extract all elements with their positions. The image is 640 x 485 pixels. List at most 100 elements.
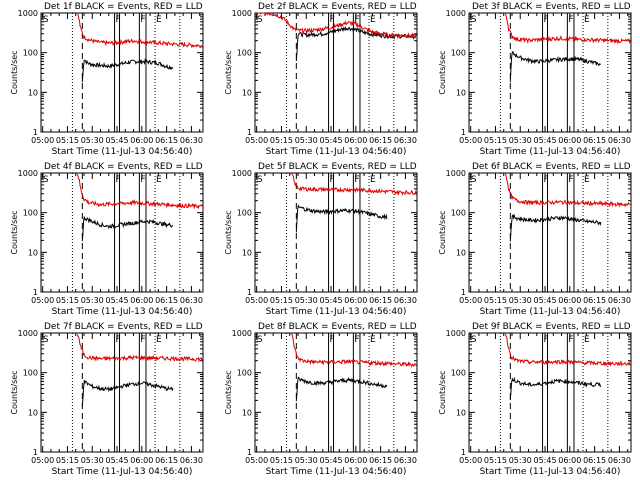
x-axis-label: Start Time (11-Jul-13 04:56:40) <box>480 147 621 157</box>
x-tick-label: 06:30 <box>394 136 417 145</box>
y-tick-label: 100 <box>451 369 466 378</box>
y-tick-label: 100 <box>237 209 252 218</box>
y-axis-label: Counts/sec <box>438 210 447 254</box>
y-tick-label: 1000 <box>232 169 252 178</box>
x-tick-label: 06:30 <box>394 456 417 465</box>
panel-det-6: Det 6f BLACK = Events, RED = LLD11010010… <box>438 162 631 317</box>
y-axis-label: Counts/sec <box>10 210 19 254</box>
x-tick-label: 06:15 <box>583 136 606 145</box>
series-line-lld <box>257 13 417 38</box>
x-tick-label: 05:30 <box>509 456 532 465</box>
x-tick-label: 06:00 <box>558 296 581 305</box>
marker-letter: F <box>544 15 549 25</box>
marker-letter: F <box>568 335 573 345</box>
x-tick-label: 06:00 <box>344 136 367 145</box>
marker-letter: F <box>140 175 145 185</box>
y-tick-label: 1000 <box>18 169 38 178</box>
y-tick-label: 100 <box>237 49 252 58</box>
marker-letter: F <box>544 335 549 345</box>
x-tick-label: 06:15 <box>155 296 178 305</box>
series-line-events <box>510 52 601 82</box>
x-tick-label: 05:30 <box>81 136 104 145</box>
x-tick-label: 05:00 <box>245 136 268 145</box>
y-tick-label: 100 <box>451 209 466 218</box>
marker-letter: F <box>354 175 359 185</box>
marker-letter: S <box>471 335 477 345</box>
panel-det-3: Det 3f BLACK = Events, RED = LLD11010010… <box>438 2 631 157</box>
marker-letter: S <box>43 15 49 25</box>
x-tick-label: 05:45 <box>106 456 129 465</box>
panel-title: Det 7f BLACK = Events, RED = LLD <box>44 322 203 332</box>
y-axis-label: Counts/sec <box>10 50 19 94</box>
series-line-events <box>82 60 173 82</box>
x-axis-label: Start Time (11-Jul-13 04:56:40) <box>266 147 407 157</box>
x-tick-label: 05:15 <box>270 296 293 305</box>
panel-det-9: Det 9f BLACK = Events, RED = LLD 1 10 100 10… <box>438 322 631 477</box>
x-tick-label: 05:45 <box>320 136 343 145</box>
marker-letter: S <box>257 335 263 345</box>
x-tick-label: 05:30 <box>509 296 532 305</box>
x-tick-label: 05:15 <box>56 136 79 145</box>
x-tick-label: 06:00 <box>344 296 367 305</box>
y-tick-label: 100 <box>23 209 38 218</box>
x-tick-label: 05:00 <box>459 296 482 305</box>
x-tick-label: 05:45 <box>534 296 557 305</box>
x-tick-label: 05:30 <box>295 296 318 305</box>
x-tick-label: 05:00 <box>245 456 268 465</box>
x-tick-label: 05:15 <box>56 296 79 305</box>
axes-frame <box>41 333 203 452</box>
y-axis-label: Counts/sec <box>438 50 447 94</box>
x-tick-label: 05:15 <box>484 456 507 465</box>
marker-letter: S <box>257 175 263 185</box>
x-tick-label: 05:30 <box>81 456 104 465</box>
y-tick-label: 1000 <box>446 9 466 18</box>
x-tick-label: 05:15 <box>56 456 79 465</box>
x-tick-label: 06:15 <box>583 456 606 465</box>
x-axis-label: Start Time (11-Jul-13 04:56:40) <box>52 147 193 157</box>
axes-frame <box>255 333 417 452</box>
y-tick-label: 100 <box>451 49 466 58</box>
x-tick-label: 05:00 <box>459 136 482 145</box>
marker-letter: F <box>330 335 335 345</box>
axes-frame <box>41 13 203 132</box>
x-tick-label: 06:30 <box>608 456 631 465</box>
marker-letter: E <box>370 175 376 185</box>
x-tick-label: 05:00 <box>31 296 54 305</box>
x-tick-label: 06:15 <box>369 296 392 305</box>
axes-frame <box>41 173 203 292</box>
detector-lightcurve-grid: Det 1f BLACK = Events, RED = LLD 1 10 100 10… <box>0 0 640 480</box>
y-axis-label: Counts/sec <box>10 370 19 414</box>
y-tick-label: 10 <box>28 88 38 97</box>
panel-title: Det 9f BLACK = Events, RED = LLD <box>472 322 631 332</box>
x-tick-label: 06:00 <box>558 136 581 145</box>
series-line-events <box>296 377 387 401</box>
x-tick-label: 05:15 <box>270 456 293 465</box>
series-line-events <box>510 215 601 242</box>
marker-letter: F <box>330 175 335 185</box>
marker-letter: E <box>584 335 590 345</box>
marker-letter: F <box>568 15 573 25</box>
y-tick-label: 10 <box>456 408 466 417</box>
y-tick-label: 10 <box>28 248 38 257</box>
x-tick-label: 05:00 <box>245 296 268 305</box>
series-line-events <box>82 380 173 406</box>
x-tick-label: 06:30 <box>180 136 203 145</box>
series-line-events <box>82 217 173 242</box>
marker-letter: S <box>471 175 477 185</box>
x-tick-label: 05:45 <box>320 456 343 465</box>
y-axis-label: Counts/sec <box>224 210 233 254</box>
panel-title: Det 6f BLACK = Events, RED = LLD <box>472 162 631 172</box>
marker-letter: E <box>156 15 162 25</box>
x-axis-label: Start Time (11-Jul-13 04:56:40) <box>266 467 407 477</box>
axes-frame <box>469 173 631 292</box>
x-tick-label: 06:15 <box>369 136 392 145</box>
marker-letter: S <box>43 175 49 185</box>
y-tick-label: 1000 <box>232 329 252 338</box>
series-line-events <box>510 379 601 401</box>
x-tick-label: 06:15 <box>583 296 606 305</box>
x-tick-label: 05:30 <box>295 136 318 145</box>
panel-det-2: Det 2f BLACK = Events, RED = LLD11010010… <box>224 2 417 157</box>
panel-title: Det 2f BLACK = Events, RED = LLD <box>258 2 417 12</box>
marker-letter: F <box>116 335 121 345</box>
panel-det-7: Det 7f BLACK = Events, RED = LLD11010010… <box>10 322 203 477</box>
